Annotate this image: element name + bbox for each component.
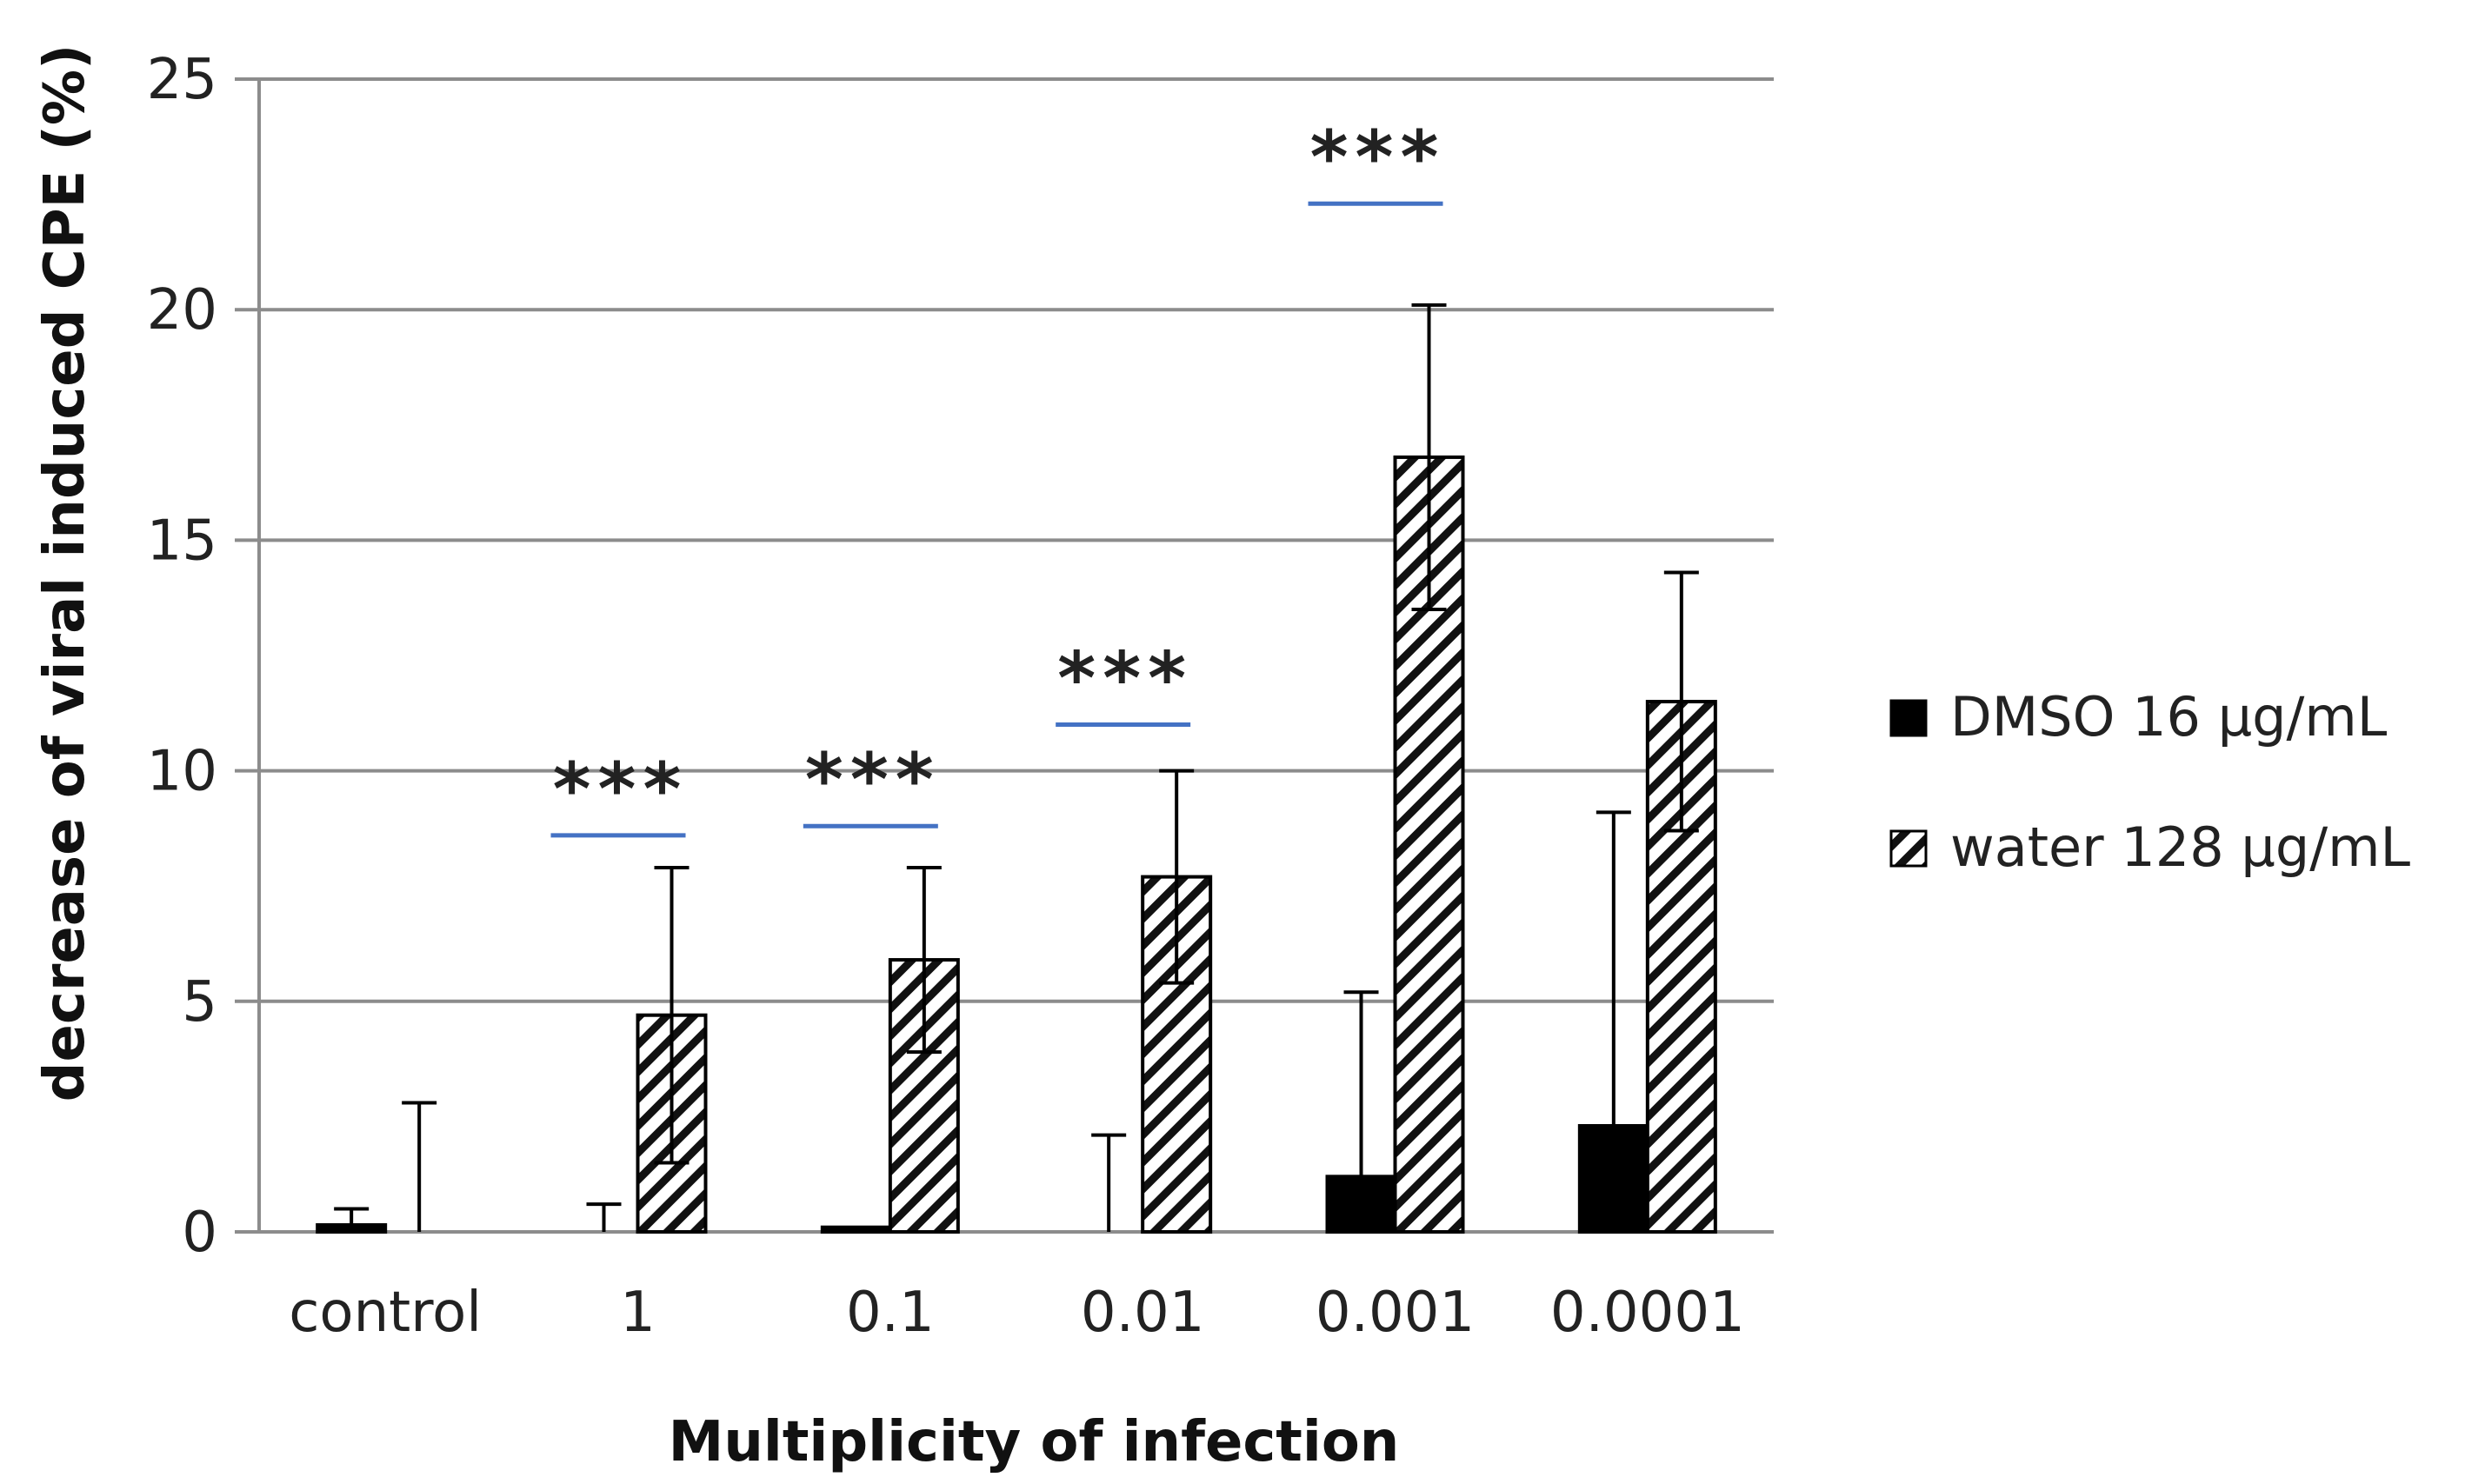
y-axis-title: decrease of viral induced CPE (%)	[33, 44, 97, 1102]
significance-stars-0.1: ***	[805, 737, 941, 822]
x-tick-label: 0.01	[1081, 1281, 1205, 1345]
error-bar-dmso-0.01	[1091, 1133, 1127, 1232]
error-bar-water-1	[654, 865, 690, 1165]
legend-item-dmso: DMSO 16 μg/mL	[1889, 685, 2388, 749]
bar-dmso-0.1	[820, 1225, 892, 1234]
error-bar-water-0.001	[1411, 303, 1447, 611]
legend-label: water 128 μg/mL	[1950, 815, 2410, 879]
error-bar-dmso-0.001	[1343, 990, 1379, 1177]
bars	[316, 455, 1717, 1234]
error-bar-dmso-0.0001	[1596, 810, 1631, 1127]
x-tick-label: 0.001	[1316, 1281, 1475, 1345]
legend-swatch	[1889, 699, 1928, 737]
y-tick-label: 15	[147, 509, 217, 573]
x-tick-label: control	[289, 1281, 482, 1345]
x-tick-label: 0.1	[846, 1281, 935, 1345]
error-bar-dmso-control	[334, 1207, 370, 1226]
x-axis-title: Multiplicity of infection	[669, 1410, 1400, 1474]
axis-labels: 0 5 10 15 20 25 control 1 0.1 0.01 0.001 0.0001 Mult…	[33, 44, 1745, 1474]
gridlines	[235, 77, 1774, 1234]
x-tick-label: 1	[620, 1281, 656, 1345]
y-tick-label: 20	[147, 278, 217, 343]
y-tick-label: 0	[182, 1201, 217, 1265]
y-tick-label: 10	[147, 740, 217, 804]
significance-markers: *** *** *** ***	[550, 115, 1446, 838]
legend-label: DMSO 16 μg/mL	[1950, 685, 2388, 749]
legend-swatch	[1889, 829, 1928, 868]
legend-item-water: water 128 μg/mL	[1889, 815, 2410, 879]
legend: DMSO 16 μg/mL water 128 μg/mL	[1889, 685, 2410, 879]
significance-stars-0.01: ***	[1057, 636, 1193, 722]
error-bar-water-0.1	[906, 865, 942, 1055]
bar-dmso-0.0001	[1577, 1124, 1649, 1234]
error-bar-water-control	[402, 1101, 437, 1232]
x-tick-label: 0.0001	[1550, 1281, 1745, 1345]
y-tick-label: 5	[182, 970, 217, 1035]
error-bars	[334, 303, 1699, 1232]
y-tick-label: 25	[147, 48, 217, 112]
error-bar-water-0.0001	[1663, 570, 1699, 833]
bar-dmso-control	[316, 1223, 388, 1234]
significance-stars-1: ***	[553, 747, 689, 832]
bar-dmso-0.001	[1325, 1175, 1397, 1234]
error-bar-water-0.01	[1159, 769, 1195, 985]
error-bar-dmso-1	[586, 1202, 622, 1232]
axes	[235, 79, 1774, 1234]
significance-stars-0.001: ***	[1310, 115, 1446, 200]
